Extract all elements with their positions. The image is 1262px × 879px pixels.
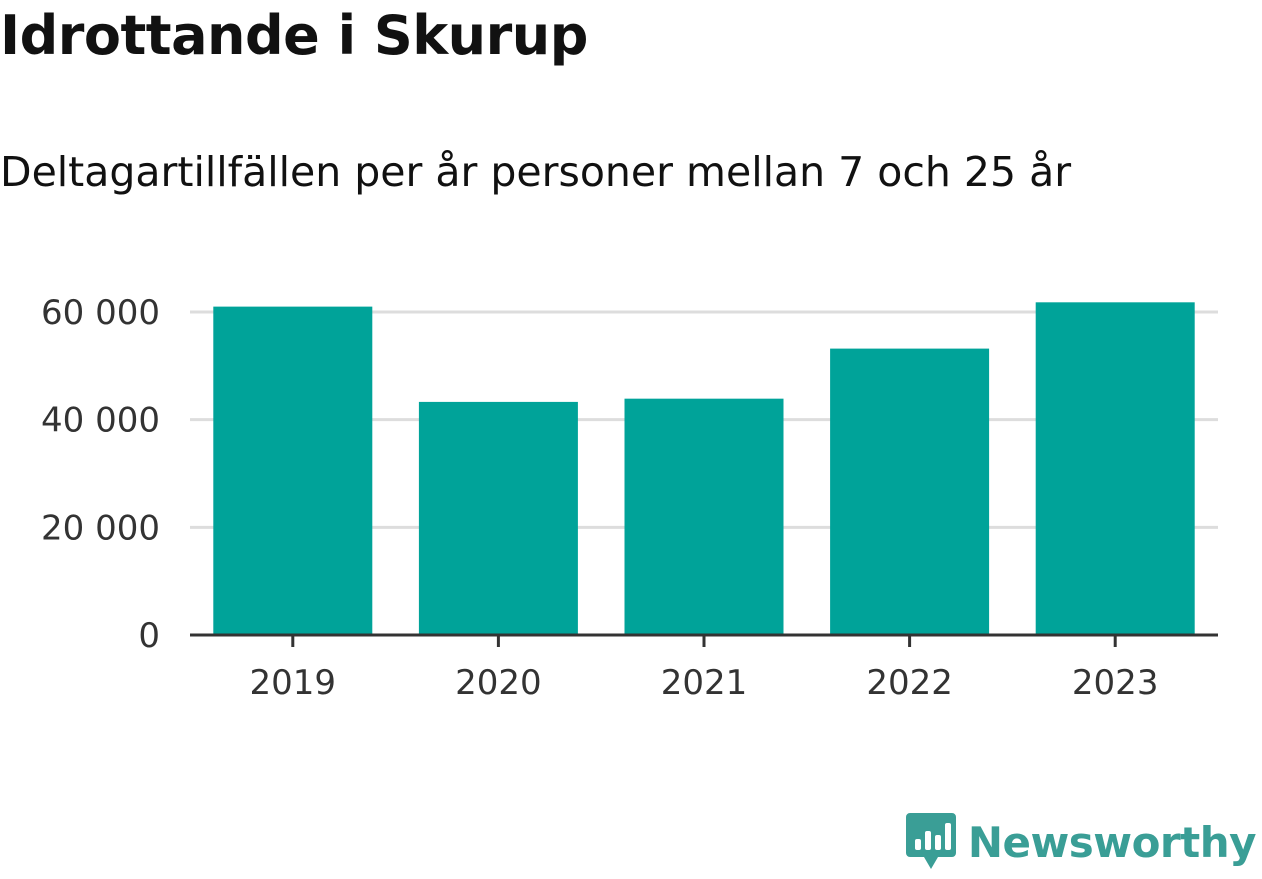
x-tick-label: 2021 — [661, 663, 748, 703]
tick-labels: 0 20 000 40 000 60 000 2019 2020 2021 2022 2023 — [41, 293, 1158, 703]
bar-2020 — [418, 401, 578, 635]
x-tick-label: 2022 — [866, 663, 953, 703]
newsworthy-logo-icon — [905, 813, 956, 869]
bar-2019 — [213, 306, 373, 635]
x-tick-label: 2020 — [455, 663, 542, 703]
axes — [190, 633, 1218, 647]
x-tick-label: 2019 — [250, 663, 337, 703]
brand-name: Newsworthy — [967, 817, 1257, 867]
brand-logo: Newsworthy — [905, 813, 1257, 871]
chart-title: Idrottande i Skurup — [0, 4, 588, 67]
bar-2021 — [624, 398, 784, 635]
bar-2022 — [830, 348, 990, 635]
x-tick-label: 2023 — [1072, 663, 1159, 703]
bars — [213, 302, 1195, 635]
bar-2023 — [1035, 302, 1195, 635]
chart-subtitle: Deltagartillfällen per år personer mella… — [0, 148, 1072, 196]
y-tick-label: 0 — [138, 616, 160, 656]
y-tick-label: 40 000 — [41, 401, 160, 441]
y-tick-label: 20 000 — [41, 508, 160, 548]
y-tick-label: 60 000 — [41, 293, 160, 333]
